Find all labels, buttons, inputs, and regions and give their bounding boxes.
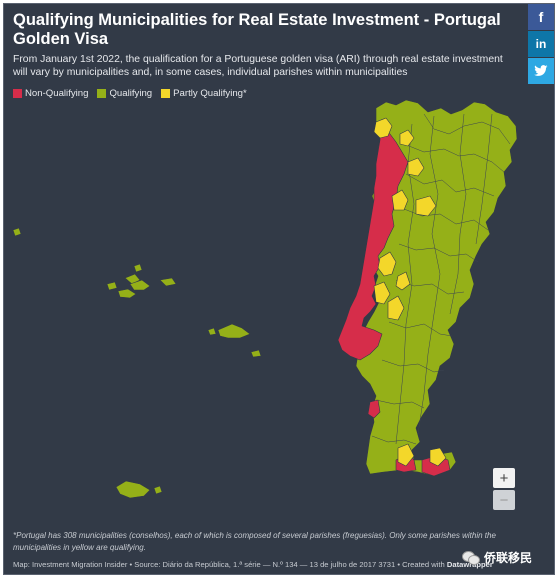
legend-swatch-red xyxy=(13,88,22,98)
zoom-controls: + − xyxy=(493,468,515,510)
watermark: 侨联移民 xyxy=(462,548,532,566)
legend-swatch-green xyxy=(97,88,107,98)
twitter-bird-icon xyxy=(534,65,548,76)
municipality-boundaries xyxy=(371,113,511,445)
watermark-text: 侨联移民 xyxy=(484,550,533,565)
madeira-islands[interactable] xyxy=(115,480,163,499)
zoom-in-button[interactable]: + xyxy=(493,468,515,488)
legend: Non-Qualifying Qualifying Partly Qualify… xyxy=(13,86,247,100)
footnote: *Portugal has 308 municipalities (consel… xyxy=(13,531,496,552)
legend-swatch-yellow xyxy=(161,88,171,98)
zoom-out-button[interactable]: − xyxy=(493,490,515,510)
legend-item-non-qualifying: Non-Qualifying xyxy=(13,88,88,99)
map-frame: Qualifying Municipalities for Real Estat… xyxy=(3,3,555,575)
legend-item-qualifying: Qualifying xyxy=(97,88,152,99)
wechat-icon xyxy=(462,550,480,565)
datawrapper-link[interactable]: Datawrapper xyxy=(446,560,493,569)
facebook-share-button[interactable]: f xyxy=(528,4,554,31)
linkedin-share-button[interactable]: in xyxy=(528,31,554,58)
azores-islands[interactable] xyxy=(12,227,262,358)
sines-non-qualifying-region[interactable] xyxy=(367,399,381,419)
share-bar: f in xyxy=(528,4,554,85)
partly-qualifying-regions[interactable] xyxy=(373,117,447,467)
page-title: Qualifying Municipalities for Real Estat… xyxy=(13,11,501,48)
coastal-non-qualifying-region[interactable] xyxy=(337,129,409,361)
legend-label: Non-Qualifying xyxy=(25,87,89,99)
source-line: Map: Investment Migration Insider • Sour… xyxy=(13,560,493,570)
legend-label: Partly Qualifying* xyxy=(173,87,247,99)
portugal-map[interactable] xyxy=(4,4,555,575)
twitter-share-button[interactable] xyxy=(528,58,554,85)
page-subtitle: From January 1st 2022, the qualification… xyxy=(13,54,503,78)
source-text: Map: Investment Migration Insider • Sour… xyxy=(13,560,447,569)
legend-item-partly: Partly Qualifying* xyxy=(161,88,247,99)
legend-label: Qualifying xyxy=(109,87,153,99)
